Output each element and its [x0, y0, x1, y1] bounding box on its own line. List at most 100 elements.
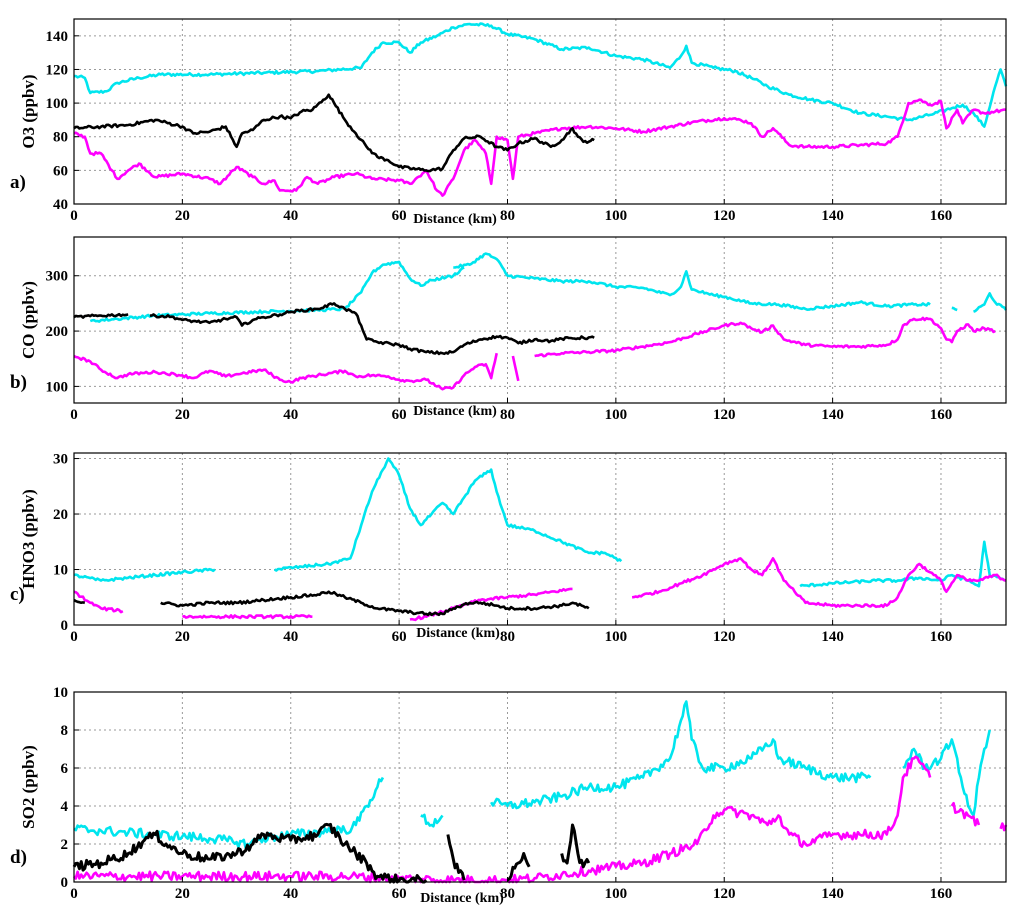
y-tick-label: 0 [61, 875, 69, 891]
y-tick-label: 120 [46, 62, 69, 78]
y-axis-label: HNO3 (ppbv) [19, 489, 38, 589]
x-tick-label: 120 [713, 629, 736, 645]
panel-d: 0 20 40 60 80 100 120 140 160 0 2 4 6 8 10 SO2 (ppbv) Di… [10, 685, 1008, 906]
series-line-black [73, 598, 86, 605]
x-tick-label: 0 [70, 886, 78, 902]
series-line-black [506, 852, 531, 882]
y-tick-label: 80 [53, 130, 68, 146]
y-tick-label: 300 [46, 269, 69, 285]
series-line-magenta [631, 557, 1007, 609]
x-tick-label: 160 [930, 407, 953, 423]
x-tick-label: 80 [500, 629, 515, 645]
series-line-black [73, 312, 129, 319]
x-tick-label: 60 [392, 629, 407, 645]
x-tick-label: 0 [70, 208, 78, 224]
x-axis-label: Distance (km) [413, 404, 497, 419]
series-line-cyan [420, 813, 444, 828]
x-tick-label: 40 [283, 629, 298, 645]
series-line-cyan [273, 457, 623, 572]
plot-frame [73, 18, 1007, 205]
y-tick-label: 20 [53, 507, 68, 523]
series-line-magenta [73, 590, 124, 614]
series-line-cyan [73, 22, 1008, 128]
x-tick-label: 20 [175, 629, 190, 645]
series-line-magenta [511, 355, 520, 382]
y-axis-label: CO (ppbv) [19, 281, 38, 359]
series-line-cyan [73, 567, 216, 582]
x-tick-label: 160 [930, 629, 953, 645]
x-tick-label: 20 [175, 208, 190, 224]
x-tick-label: 100 [605, 886, 628, 902]
series-line-magenta [534, 316, 996, 358]
x-tick-label: 80 [500, 886, 515, 902]
series-line-cyan [799, 540, 1007, 588]
x-tick-label: 80 [500, 208, 515, 224]
series-line-magenta [73, 352, 498, 391]
series-line-cyan [490, 700, 872, 810]
x-tick-label: 0 [70, 407, 78, 423]
y-tick-label: 100 [46, 379, 69, 395]
series-line-black [73, 93, 595, 173]
series-line-cyan [973, 292, 1008, 313]
series-line-black [446, 834, 466, 881]
panel-c: 0 20 40 60 80 100 120 140 160 0 10 20 30 HNO3 (ppbv) D… [10, 452, 1007, 645]
y-tick-label: 10 [53, 685, 68, 701]
x-tick-label: 160 [930, 208, 953, 224]
y-tick-label: 4 [61, 799, 69, 815]
x-tick-label: 40 [283, 407, 298, 423]
x-axis-label: Distance (km) [420, 891, 504, 906]
y-tick-label: 10 [53, 563, 68, 579]
x-tick-label: 100 [605, 407, 628, 423]
y-tick-label: 8 [61, 723, 69, 739]
x-tick-label: 60 [392, 407, 407, 423]
x-tick-label: 60 [392, 886, 407, 902]
series-line-cyan [89, 260, 465, 323]
plot-frame [73, 452, 1007, 626]
plot-frame [73, 236, 1007, 404]
plot-frame [73, 691, 1007, 883]
y-axis-label: O3 (ppbv) [19, 74, 38, 148]
series-line-black [560, 823, 591, 869]
x-tick-label: 160 [930, 886, 953, 902]
x-tick-label: 40 [283, 208, 298, 224]
series-line-magenta [999, 822, 1008, 832]
x-tick-label: 20 [175, 407, 190, 423]
x-tick-label: 140 [821, 407, 844, 423]
panel-a: 0 20 40 60 80 100 120 140 160 40 60 80 100 120 140 O3 (… [10, 18, 1008, 227]
y-tick-label: 0 [61, 618, 69, 634]
x-tick-label: 120 [713, 208, 736, 224]
y-axis-label: SO2 (ppbv) [19, 745, 38, 829]
panel-label: a) [10, 172, 26, 193]
series-line-black [72, 822, 428, 884]
y-tick-label: 6 [61, 761, 69, 777]
x-tick-label: 100 [605, 208, 628, 224]
x-tick-label: 120 [713, 886, 736, 902]
series-line-magenta [73, 98, 1007, 197]
y-tick-label: 200 [46, 324, 69, 340]
panel-label: c) [10, 584, 25, 605]
series-line-black [149, 302, 595, 356]
y-tick-label: 30 [53, 452, 68, 468]
y-tick-label: 140 [46, 29, 69, 45]
series-line-magenta [182, 614, 313, 620]
x-tick-label: 0 [70, 629, 78, 645]
y-tick-label: 100 [46, 96, 69, 112]
series-line-cyan [453, 252, 931, 311]
series-line-cyan [951, 306, 958, 312]
x-tick-label: 140 [821, 886, 844, 902]
y-tick-label: 2 [61, 837, 69, 853]
panel-label: b) [10, 372, 27, 393]
panel-label: d) [10, 847, 27, 868]
series-line-black [160, 590, 590, 617]
x-axis-label: Distance (km) [416, 626, 500, 641]
x-tick-label: 140 [821, 208, 844, 224]
x-axis-label: Distance (km) [413, 212, 497, 227]
x-tick-label: 80 [500, 407, 515, 423]
panel-b: 0 20 40 60 80 100 120 140 160 100 200 300 CO (ppbv) D… [10, 236, 1008, 423]
series-line-magenta [950, 801, 981, 827]
x-tick-label: 120 [713, 407, 736, 423]
x-tick-label: 140 [821, 629, 844, 645]
y-tick-label: 60 [53, 163, 68, 179]
x-tick-label: 40 [283, 886, 298, 902]
